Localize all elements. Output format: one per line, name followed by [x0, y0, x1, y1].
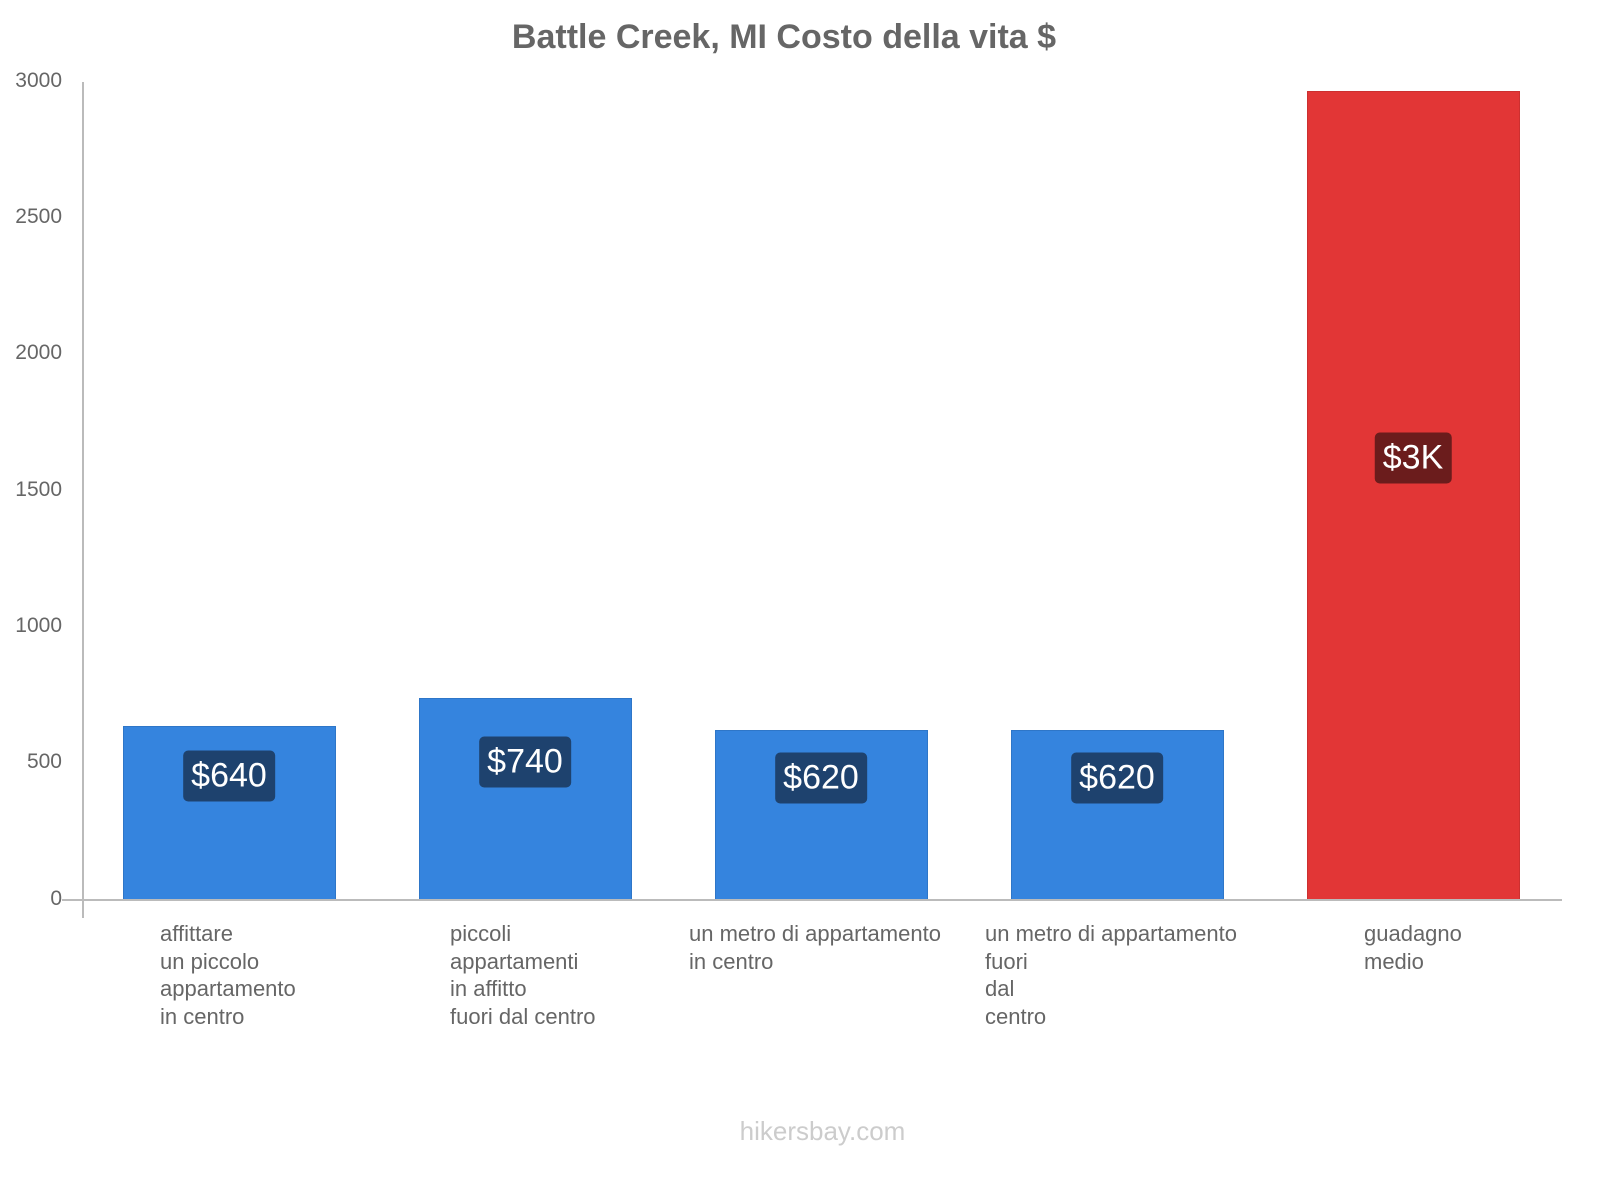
y-axis [82, 82, 84, 918]
bar-average-income [1307, 91, 1520, 900]
y-tick-1500: 1500 [15, 478, 62, 501]
x-category-label: un metro di appartamento fuori dal centr… [985, 921, 1237, 1029]
x-category-label: guadagno medio [1364, 921, 1462, 974]
y-tick-500: 500 [26, 750, 62, 773]
x-category-label: affittare un piccolo appartamento in cen… [160, 921, 296, 1029]
value-label: $620 [1071, 752, 1163, 804]
x-category-label: piccoli appartamenti in affitto fuori da… [450, 921, 596, 1029]
value-label: $3K [1374, 432, 1452, 484]
value-label: $740 [479, 736, 571, 788]
value-label: $620 [775, 752, 867, 804]
y-tick-1000: 1000 [15, 614, 62, 637]
source-watermark: hikersbay.com [739, 1116, 906, 1146]
chart-title: Battle Creek, MI Costo della vita $ [511, 18, 1057, 56]
y-tick-3000: 3000 [15, 69, 62, 92]
x-category-label: un metro di appartamento in centro [689, 921, 941, 974]
y-tick-2500: 2500 [15, 205, 62, 228]
x-axis [62, 899, 1562, 901]
y-tick-2000: 2000 [15, 341, 62, 364]
bar-rent-small-outside [419, 698, 632, 900]
value-label: $640 [183, 750, 275, 802]
y-tick-0: 0 [50, 887, 62, 910]
